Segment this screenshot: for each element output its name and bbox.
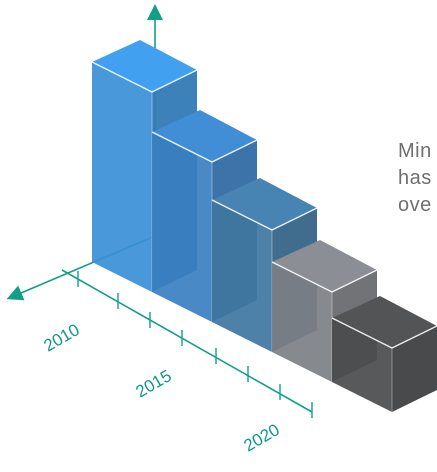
caption-line-2: has [398, 167, 432, 189]
bar-highlight-edge [211, 199, 318, 231]
caption-text: Min has ove [398, 138, 437, 219]
bar-highlight-edge [271, 261, 378, 293]
bar-front-face [152, 132, 212, 322]
bar-highlight-edge [331, 317, 437, 349]
bar-top-face [272, 240, 377, 292]
bar-front-face [212, 200, 272, 352]
bar-top-face [332, 296, 437, 348]
x-tick-label-2020: 2020 [241, 420, 283, 455]
bar-top-face [152, 110, 257, 162]
bar-side-face [392, 326, 437, 412]
bar-front-face [92, 62, 152, 292]
bar-top-face [212, 178, 317, 230]
bar-highlight-edge [151, 131, 258, 163]
x-tick-label-2010: 2010 [41, 320, 83, 355]
bar-4 [331, 296, 437, 412]
bar-top-face [92, 40, 197, 92]
x-axis-line [61, 269, 313, 413]
x-tick-label-2015: 2015 [133, 366, 175, 401]
bar-front-face [332, 318, 392, 412]
bar-highlight-edge [91, 61, 198, 93]
bar-front-face [272, 262, 332, 382]
bars-group [91, 40, 437, 412]
caption-line-1: Min [398, 140, 432, 162]
caption-line-3: ove [398, 194, 432, 216]
